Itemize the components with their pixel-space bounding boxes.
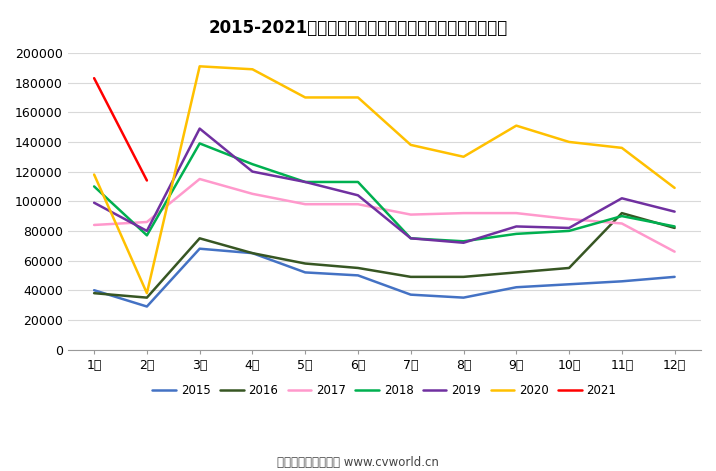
Line: 2017: 2017 <box>94 179 674 252</box>
2015 <box>512 284 521 290</box>
2020 <box>90 172 98 178</box>
2019 <box>195 126 204 131</box>
2017 <box>248 191 257 197</box>
2017 <box>565 216 574 222</box>
Text: 制图：第一商用车网 www.cvworld.cn: 制图：第一商用车网 www.cvworld.cn <box>277 455 439 469</box>
2017 <box>90 222 98 228</box>
Text: 2015-2021年我国重卡市场销量月度走势图（单位：辆）: 2015-2021年我国重卡市场销量月度走势图（单位：辆） <box>208 19 508 37</box>
Line: 2015: 2015 <box>94 249 674 307</box>
2017 <box>407 212 415 218</box>
2016 <box>565 265 574 271</box>
2015 <box>617 278 626 284</box>
2020 <box>407 142 415 148</box>
2016 <box>142 295 151 300</box>
Line: 2018: 2018 <box>94 143 674 241</box>
2015 <box>354 273 362 278</box>
2017 <box>459 210 468 216</box>
2016 <box>407 274 415 280</box>
2019 <box>407 236 415 241</box>
2021 <box>90 75 98 81</box>
2018 <box>670 224 679 229</box>
2018 <box>248 162 257 167</box>
2016 <box>617 210 626 216</box>
2019 <box>670 209 679 214</box>
2020 <box>248 66 257 72</box>
2020 <box>459 154 468 160</box>
2015 <box>248 250 257 256</box>
2020 <box>354 95 362 100</box>
2019 <box>142 228 151 234</box>
2019 <box>248 169 257 174</box>
2015 <box>407 292 415 298</box>
2019 <box>354 193 362 198</box>
2015 <box>142 304 151 309</box>
2021 <box>142 178 151 183</box>
2019 <box>90 200 98 205</box>
2015 <box>670 274 679 280</box>
2017 <box>301 202 309 207</box>
2018 <box>617 213 626 219</box>
2015 <box>301 269 309 275</box>
2017 <box>195 176 204 182</box>
2018 <box>142 233 151 238</box>
2020 <box>195 64 204 69</box>
2017 <box>670 249 679 254</box>
2020 <box>301 95 309 100</box>
2017 <box>354 202 362 207</box>
Line: 2021: 2021 <box>94 78 147 180</box>
2017 <box>617 220 626 226</box>
2015 <box>565 282 574 287</box>
Legend: 2015, 2016, 2017, 2018, 2019, 2020, 2021: 2015, 2016, 2017, 2018, 2019, 2020, 2021 <box>153 384 616 397</box>
2015 <box>195 246 204 252</box>
2019 <box>459 240 468 245</box>
2018 <box>565 228 574 234</box>
2019 <box>565 225 574 231</box>
2016 <box>670 225 679 231</box>
2017 <box>142 219 151 225</box>
2018 <box>90 184 98 189</box>
Line: 2020: 2020 <box>94 66 674 293</box>
2018 <box>459 238 468 244</box>
2015 <box>459 295 468 300</box>
2018 <box>407 236 415 241</box>
2019 <box>617 195 626 201</box>
2016 <box>248 250 257 256</box>
2018 <box>195 140 204 146</box>
2018 <box>354 179 362 185</box>
2016 <box>195 236 204 241</box>
2020 <box>512 123 521 129</box>
Line: 2016: 2016 <box>94 213 674 298</box>
2020 <box>670 185 679 191</box>
2019 <box>301 179 309 185</box>
2017 <box>512 210 521 216</box>
2020 <box>565 139 574 145</box>
2016 <box>459 274 468 280</box>
2020 <box>142 290 151 296</box>
2018 <box>512 231 521 237</box>
2016 <box>512 269 521 275</box>
2016 <box>90 290 98 296</box>
2019 <box>512 224 521 229</box>
2016 <box>301 260 309 266</box>
2015 <box>90 287 98 293</box>
2016 <box>354 265 362 271</box>
Line: 2019: 2019 <box>94 129 674 243</box>
2018 <box>301 179 309 185</box>
2020 <box>617 145 626 151</box>
